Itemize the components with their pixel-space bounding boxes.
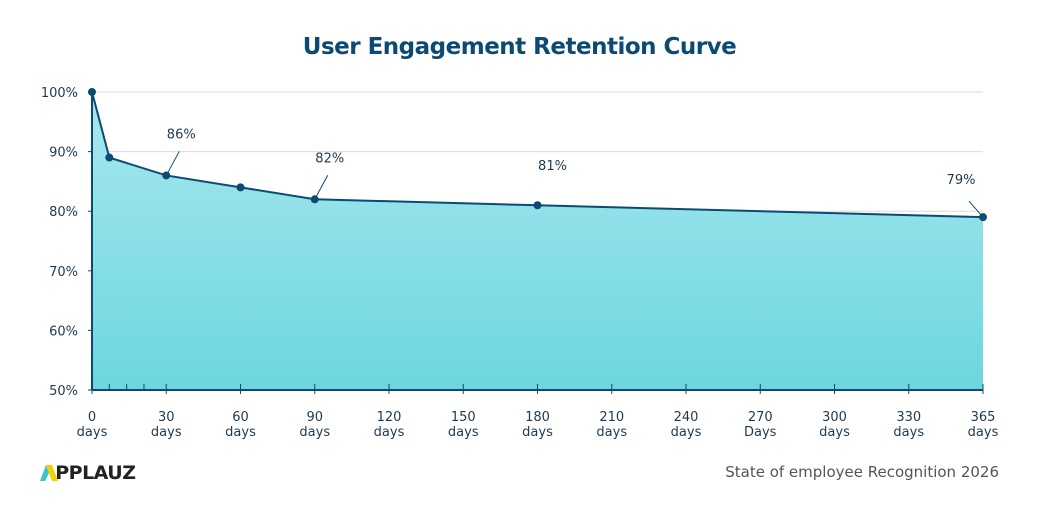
x-tick-label: 60 [232,410,249,425]
logo-a-mark-icon [40,465,58,481]
x-tick-label: days [448,425,479,440]
x-tick-label: 365 [971,410,996,425]
x-tick-label: 0 [88,410,96,425]
brand-name: APPLAUZ [41,462,136,484]
label-leader [968,200,984,218]
x-tick-label: days [968,425,999,440]
x-tick-label: days [225,425,256,440]
data-label: 79% [947,173,976,188]
data-point [533,201,542,210]
x-tick-label: days [151,425,182,440]
x-tick-label: 30 [158,410,175,425]
data-point [88,88,96,96]
x-tick-label: 240 [674,410,699,425]
x-tick-label: 120 [377,410,402,425]
x-tick-label: 210 [599,410,624,425]
y-tick-label: 70% [49,265,78,280]
x-tick-label: 180 [525,410,550,425]
chart-title: User Engagement Retention Curve [302,34,737,60]
x-tick-label: 330 [896,410,921,425]
data-point [236,183,245,192]
label-leader [165,151,180,176]
x-tick-label: 300 [822,410,847,425]
x-tick-label: Days [744,425,777,440]
x-tick-label: days [596,425,627,440]
x-tick-label: days [819,425,850,440]
y-tick-label: 80% [49,205,78,220]
x-tick-label: 270 [748,410,773,425]
area-fill [92,92,983,390]
x-tick-label: days [77,425,108,440]
data-label: 82% [315,151,344,166]
x-tick-label: days [299,425,330,440]
x-tick-label: 90 [306,410,323,425]
x-tick-label: days [893,425,924,440]
data-point [105,153,114,162]
label-leader [314,175,329,200]
x-tick-label: days [374,425,405,440]
y-tick-label: 100% [41,86,78,101]
x-tick-label: days [671,425,702,440]
applauz-logo: APPLAUZ [40,461,150,485]
y-tick-label: 60% [49,324,78,339]
x-tick-label: 150 [451,410,476,425]
x-tick-label: days [522,425,553,440]
source-note: State of employee Recognition 2026 [725,463,999,481]
y-tick-label: 90% [49,146,78,161]
y-tick-label: 50% [49,384,78,399]
data-label: 81% [538,159,567,174]
data-label: 86% [167,127,196,142]
